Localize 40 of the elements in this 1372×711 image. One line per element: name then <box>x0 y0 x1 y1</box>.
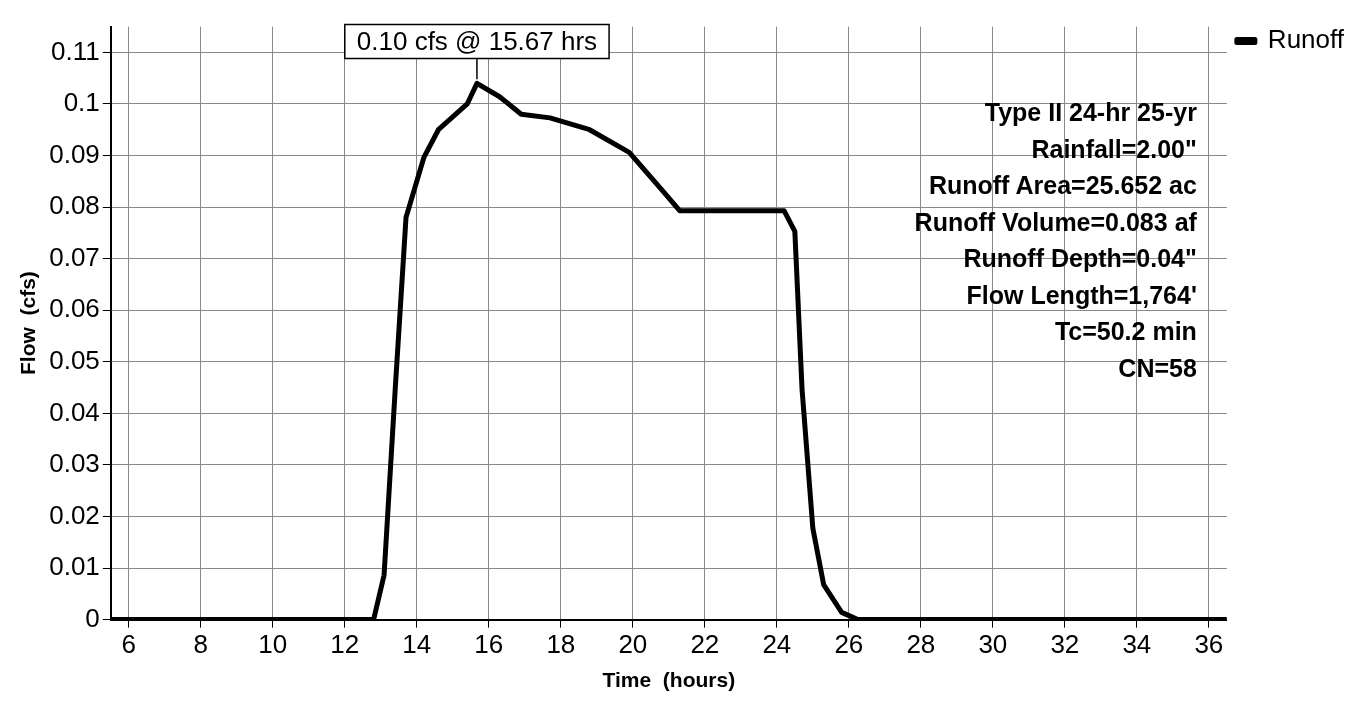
x-tick-label: 32 <box>1050 629 1080 660</box>
y-tick-label: 0.09 <box>49 138 100 169</box>
x-tick-label: 20 <box>618 629 648 660</box>
x-tick-label: 36 <box>1194 629 1224 660</box>
y-tick-label: 0.11 <box>51 35 100 66</box>
y-tick-label: 0.04 <box>49 396 100 427</box>
x-tick-label: 24 <box>762 629 792 660</box>
x-axis-title: Time (hours) <box>602 668 736 692</box>
annotation: Runoff Area=25.652 ac <box>928 171 1197 200</box>
x-tick-label: 26 <box>834 629 864 660</box>
x-tick-label: 34 <box>1122 629 1152 660</box>
annotation: CN=58 <box>1118 353 1197 382</box>
annotation: Runoff Volume=0.083 af <box>914 207 1198 236</box>
annotation: Runoff Depth=0.04" <box>963 244 1197 273</box>
y-tick-label: 0.06 <box>49 293 100 324</box>
y-tick-label: 0.02 <box>49 499 100 530</box>
legend-label: Runoff <box>1267 24 1345 55</box>
y-tick-label: 0 <box>85 602 100 633</box>
annotation: Flow Length=1,764' <box>966 280 1197 309</box>
x-tick-label: 8 <box>193 629 209 660</box>
x-tick-label: 16 <box>474 629 504 660</box>
y-axis-title: Flow (cfs) <box>16 271 40 376</box>
x-tick-label: 30 <box>978 629 1008 660</box>
x-tick-label: 22 <box>690 629 720 660</box>
annotation: Rainfall=2.00" <box>1031 134 1197 163</box>
y-tick-label: 0.03 <box>49 448 100 479</box>
y-tick-label: 0.08 <box>49 190 100 221</box>
annotation: Tc=50.2 min <box>1054 317 1197 346</box>
y-tick-label: 0.01 <box>49 551 100 582</box>
annotation: 0.10 cfs @ 15.67 hrs <box>356 25 598 56</box>
y-tick-label: 0.05 <box>49 344 100 375</box>
x-tick-label: 14 <box>402 629 432 660</box>
y-tick-label: 0.07 <box>49 241 100 272</box>
annotation: Type II 24-hr 25-yr <box>984 98 1198 127</box>
x-tick-label: 18 <box>546 629 576 660</box>
x-tick-label: 10 <box>258 629 288 660</box>
y-tick-label: 0.1 <box>63 87 100 118</box>
x-tick-label: 6 <box>121 629 137 660</box>
x-tick-label: 28 <box>906 629 936 660</box>
x-tick-label: 12 <box>330 629 360 660</box>
